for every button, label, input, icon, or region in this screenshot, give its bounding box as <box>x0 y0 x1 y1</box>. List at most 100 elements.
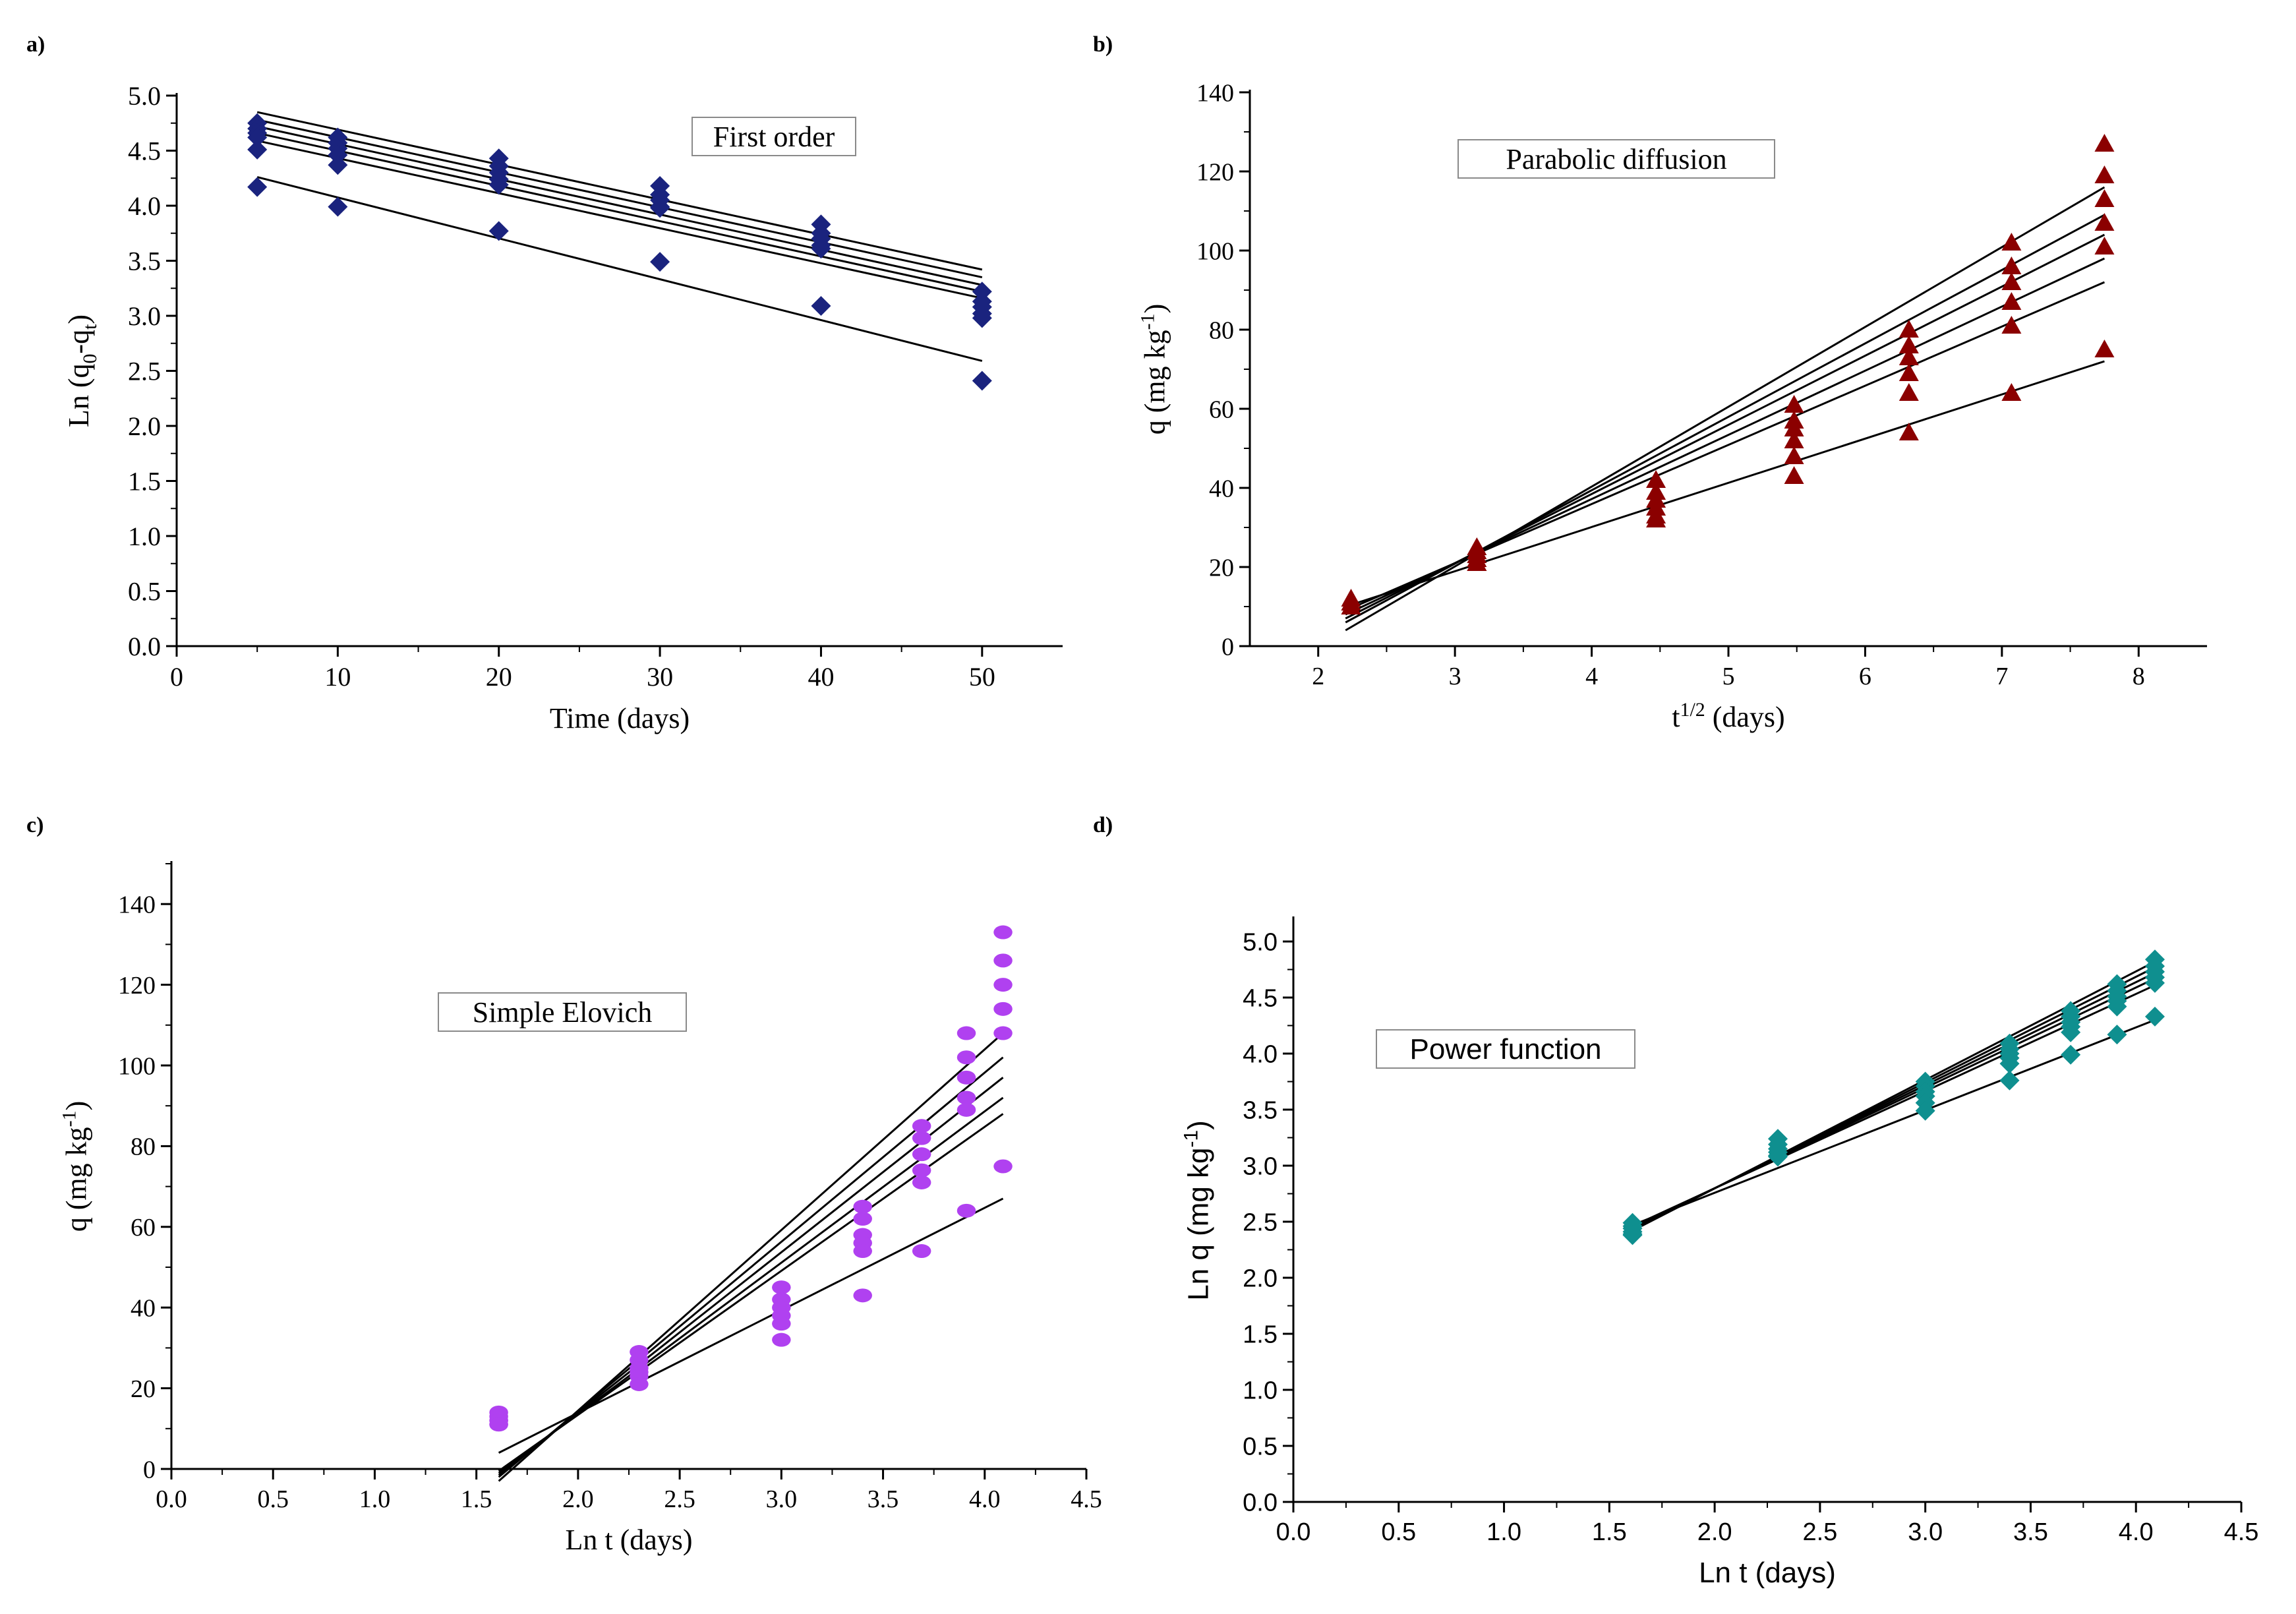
fit-line-s6 <box>256 176 983 362</box>
x-axis-title-text: Ln t (days) <box>1699 1557 1836 1589</box>
x-tick-label: 1.5 <box>1592 1518 1627 1546</box>
annotation-label: Parabolic diffusion <box>1506 143 1726 175</box>
annotation-box <box>438 992 687 1032</box>
x-tick-label: 3.5 <box>2013 1518 2048 1546</box>
data-point-s5 <box>811 239 831 259</box>
data-point-s4 <box>247 127 268 148</box>
x-tick-label: 0.0 <box>1276 1518 1311 1546</box>
data-point-s5 <box>993 1026 1013 1040</box>
data-point-s5 <box>957 1102 976 1117</box>
y-tick-label: 0.0 <box>128 632 161 661</box>
fit-line-s5 <box>256 140 983 299</box>
data-point-s1 <box>993 925 1013 940</box>
x-tick-label: 6 <box>1859 663 1871 690</box>
y-axis-title-sup: -1 <box>58 1110 80 1127</box>
data-point-s6 <box>1915 1100 1935 1121</box>
y-tick-label: 0.5 <box>128 577 161 607</box>
panel-letter: b) <box>1093 32 1113 57</box>
panel-letter: d) <box>1093 813 1113 837</box>
y-tick-label: 5.0 <box>1243 928 1278 956</box>
y-axis-title-end: ) <box>60 1101 92 1111</box>
y-tick-label: 2.0 <box>128 411 161 441</box>
y-tick-label: 20 <box>131 1375 156 1403</box>
data-point-s2 <box>2094 165 2115 183</box>
x-tick-label: 1.0 <box>1487 1518 1521 1546</box>
data-point-s3 <box>1784 419 1804 436</box>
y-axis-title-mid: -q <box>63 330 95 354</box>
data-point-s4 <box>912 1163 931 1178</box>
data-point-s6 <box>2094 340 2115 357</box>
data-point-s4 <box>993 1001 1013 1016</box>
data-point-s4 <box>1899 363 1919 381</box>
annotation-box <box>1457 139 1775 179</box>
data-point-s6 <box>1767 1147 1788 1167</box>
y-axis-title-sub: 0 <box>79 354 101 364</box>
fit-line-s3 <box>256 125 983 286</box>
data-point-s1 <box>853 1199 872 1214</box>
data-point-s2 <box>912 1131 931 1145</box>
data-point-s6 <box>2001 383 2022 401</box>
x-tick-label: 10 <box>324 662 351 692</box>
fit-line-s1 <box>1345 186 2105 632</box>
y-tick-label: 4.5 <box>128 136 161 166</box>
data-point-s1 <box>957 1026 976 1040</box>
data-point-s6 <box>1646 510 1666 527</box>
y-tick-label: 3.5 <box>1243 1096 1278 1124</box>
x-tick-label: 2.0 <box>1697 1518 1732 1546</box>
y-tick-label: 3.5 <box>128 247 161 276</box>
data-point-s1 <box>912 1119 931 1133</box>
panel-4: d) 0.0 0.5 1.0 1.5 2.0 2.5 3.0 3.5 4.0 4.5 0.0 0.5 1.… <box>1093 813 2258 1589</box>
y-axis-title-sup: -1 <box>1136 313 1158 330</box>
data-point-s3 <box>957 1070 976 1085</box>
x-axis-title: Ln t (days) <box>1699 1557 1836 1589</box>
y-tick-label: 0.0 <box>1243 1489 1278 1516</box>
x-tick-label: 40 <box>808 662 834 692</box>
data-point-s6 <box>630 1377 649 1391</box>
y-tick-label: 5.0 <box>128 81 161 111</box>
x-tick-label: 2.5 <box>1802 1518 1837 1546</box>
data-point-s6 <box>772 1332 791 1347</box>
fit-line-s1 <box>256 111 983 271</box>
x-axis-title-base: t <box>1672 701 1680 733</box>
data-point-s6 <box>811 295 831 316</box>
x-axis-title: Ln t (days) <box>565 1524 692 1556</box>
data-point-s6 <box>1622 1225 1643 1245</box>
y-tick-label: 120 <box>118 972 156 1000</box>
y-tick-label: 2.5 <box>1243 1209 1278 1236</box>
y-tick-label: 80 <box>131 1133 156 1161</box>
data-point-s2 <box>853 1212 872 1226</box>
y-tick-label: 3.0 <box>1243 1152 1278 1180</box>
x-tick-label: 4 <box>1585 663 1598 690</box>
data-point-s1 <box>972 282 992 302</box>
data-point-s6 <box>1341 597 1361 614</box>
x-tick-label: 2.5 <box>664 1485 695 1513</box>
data-point-s5 <box>2094 237 2115 254</box>
y-axis-title-end: ) <box>63 314 95 324</box>
annotation-label: Simple Elovich <box>473 996 653 1029</box>
y-axis-title-end: ) <box>1182 1120 1214 1130</box>
data-point-s4 <box>2001 292 2022 310</box>
data-point-s2 <box>1899 336 1919 353</box>
annotation-label: First order <box>713 121 835 153</box>
x-tick-label: 4.0 <box>969 1485 1001 1513</box>
panel-3: c) 0.0 0.5 1.0 1.5 2.0 2.5 3.0 3.5 4.0 4.5 0 20 40 60 8… <box>26 813 1102 1556</box>
data-point-s6 <box>650 252 670 272</box>
data-point-s5 <box>1999 1054 2020 1074</box>
x-tick-label: 8 <box>2133 663 2145 690</box>
y-tick-label: 40 <box>1209 475 1234 502</box>
data-point-s6 <box>957 1203 976 1218</box>
data-point-s5 <box>972 308 992 328</box>
panel-letter: c) <box>26 813 44 837</box>
data-point-s1 <box>772 1280 791 1295</box>
x-tick-label: 4.0 <box>2119 1518 2154 1546</box>
x-tick-label: 3.5 <box>868 1485 899 1513</box>
y-axis-title-base: q (mg kg <box>60 1127 92 1232</box>
y-axis-title-sup: -1 <box>1180 1130 1202 1148</box>
y-tick-label: 80 <box>1209 316 1234 344</box>
data-point-s5 <box>853 1244 872 1259</box>
y-tick-label: 100 <box>118 1052 156 1080</box>
data-point-s5 <box>1899 383 1919 401</box>
fit-line-s2 <box>256 119 983 279</box>
data-point-s4 <box>1784 431 1804 448</box>
